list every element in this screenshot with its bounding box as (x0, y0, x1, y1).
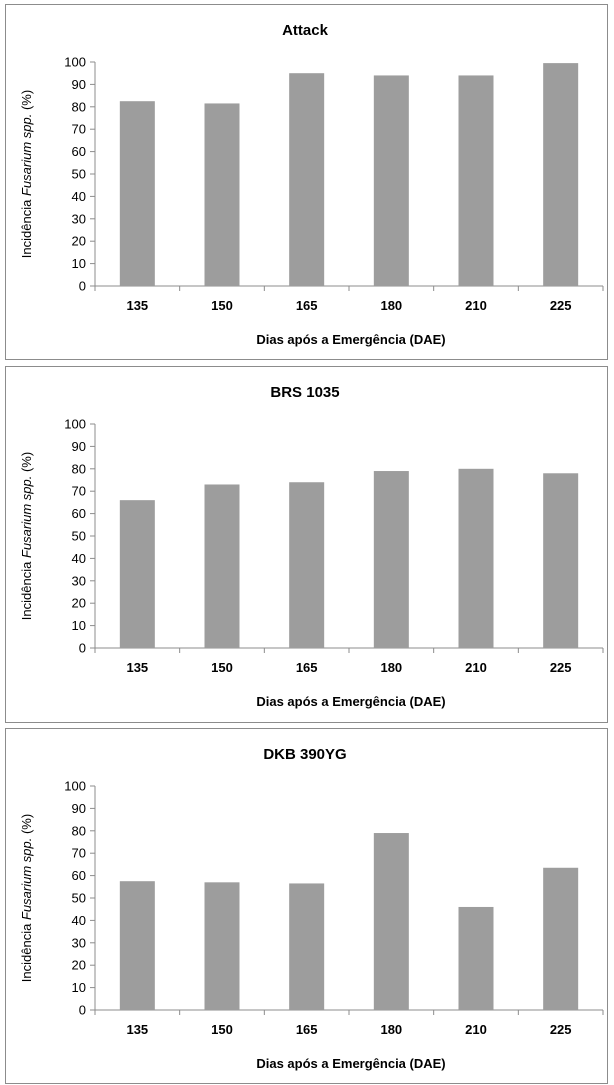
y-tick-label: 100 (64, 417, 86, 432)
x-tick-label: 210 (465, 660, 487, 675)
y-tick-label: 10 (72, 980, 86, 995)
y-tick-label: 0 (79, 641, 86, 656)
bar (289, 883, 325, 1010)
bar (204, 882, 240, 1010)
y-tick-label: 60 (72, 144, 86, 159)
y-tick-label: 0 (79, 279, 86, 294)
y-tick-label: 10 (72, 618, 86, 633)
x-tick-label: 135 (126, 298, 148, 313)
y-tick-label: 40 (72, 913, 86, 928)
y-tick-label: 50 (72, 529, 86, 544)
y-tick-label: 50 (72, 167, 86, 182)
x-tick-label: 165 (296, 298, 318, 313)
y-axis-label-unit: (%) (19, 90, 34, 114)
chart-title: BRS 1035 (270, 384, 339, 401)
y-tick-label: 30 (72, 211, 86, 226)
y-tick-label: 90 (72, 801, 86, 816)
y-tick-label: 50 (72, 891, 86, 906)
chart-panel-dkb-390yg: DKB 390YG 0 10 20 30 40 50 60 70 80 90 100 135 150 165… (5, 728, 608, 1084)
y-axis-label-unit: (%) (19, 814, 34, 838)
y-tick-label: 40 (72, 551, 86, 566)
y-tick-label: 70 (72, 484, 86, 499)
y-tick-label: 90 (72, 77, 86, 92)
x-axis-label: Dias após a Emergência (DAE) (256, 332, 445, 347)
bar (373, 75, 409, 286)
x-axis-label: Dias após a Emergência (DAE) (256, 1056, 445, 1071)
x-tick-label: 150 (211, 660, 233, 675)
y-tick-label: 30 (72, 935, 86, 950)
x-tick-label: 225 (550, 1022, 572, 1037)
bar (119, 500, 155, 648)
x-tick-label: 150 (211, 1022, 233, 1037)
x-tick-label: 165 (296, 1022, 318, 1037)
y-tick-label: 30 (72, 573, 86, 588)
chart-svg: BRS 1035 0 10 20 30 40 50 60 70 80 90 100 135 150 165 1… (19, 384, 604, 709)
y-axis-label-italic: Fusarium spp. (19, 114, 34, 196)
bar (543, 63, 579, 287)
x-tick-label: 210 (465, 298, 487, 313)
bar (543, 867, 579, 1010)
y-axis-label: Incidência Fusarium spp. (%) (19, 90, 34, 258)
y-tick-label: 100 (64, 779, 86, 794)
y-axis-label-unit: (%) (19, 452, 34, 476)
y-tick-label: 70 (72, 846, 86, 861)
y-axis-label-italic: Fusarium spp. (19, 476, 34, 558)
bar (458, 906, 494, 1010)
bar (119, 101, 155, 286)
bar (543, 473, 579, 648)
y-tick-label: 80 (72, 823, 86, 838)
y-tick-label: 70 (72, 122, 86, 137)
y-axis-label-italic: Fusarium spp. (19, 838, 34, 920)
y-tick-label: 80 (72, 461, 86, 476)
y-axis-label-text: Incidência (19, 920, 34, 982)
y-tick-label: 60 (72, 506, 86, 521)
chart-svg: Attack 0 10 20 30 40 50 60 70 80 90 100 135 150 165 180… (19, 22, 604, 347)
y-tick-label: 0 (79, 1003, 86, 1018)
y-tick-label: 20 (72, 596, 86, 611)
y-tick-label: 80 (72, 99, 86, 114)
bar (204, 103, 240, 286)
y-axis-label: Incidência Fusarium spp. (%) (19, 814, 34, 982)
y-tick-label: 100 (64, 55, 86, 70)
x-tick-label: 180 (380, 298, 402, 313)
bar (289, 73, 325, 286)
bar (204, 484, 240, 648)
x-tick-label: 150 (211, 298, 233, 313)
x-tick-label: 225 (550, 298, 572, 313)
x-axis-label: Dias após a Emergência (DAE) (256, 694, 445, 709)
chart-svg: DKB 390YG 0 10 20 30 40 50 60 70 80 90 100 135 150 165… (19, 746, 604, 1071)
y-tick-label: 90 (72, 439, 86, 454)
bar (119, 881, 155, 1010)
y-tick-label: 20 (72, 958, 86, 973)
x-tick-label: 135 (126, 660, 148, 675)
bar (289, 482, 325, 648)
chart-title: DKB 390YG (263, 746, 346, 763)
y-axis-label-text: Incidência (19, 558, 34, 620)
chart-title: Attack (282, 22, 329, 39)
x-tick-label: 180 (380, 660, 402, 675)
y-axis-label-text: Incidência (19, 196, 34, 258)
x-tick-label: 165 (296, 660, 318, 675)
bar (373, 471, 409, 648)
x-tick-label: 135 (126, 1022, 148, 1037)
y-tick-label: 10 (72, 256, 86, 271)
bar (458, 75, 494, 286)
y-tick-label: 60 (72, 868, 86, 883)
x-tick-label: 225 (550, 660, 572, 675)
chart-panel-attack: Attack 0 10 20 30 40 50 60 70 80 90 100 135 150 165 180… (5, 4, 608, 360)
x-tick-label: 210 (465, 1022, 487, 1037)
chart-panel-brs-1035: BRS 1035 0 10 20 30 40 50 60 70 80 90 100 135 150 165 1… (5, 366, 608, 723)
x-tick-label: 180 (380, 1022, 402, 1037)
y-tick-label: 40 (72, 189, 86, 204)
y-tick-label: 20 (72, 234, 86, 249)
bar (373, 833, 409, 1010)
bar (458, 468, 494, 648)
y-axis-label: Incidência Fusarium spp. (%) (19, 452, 34, 620)
